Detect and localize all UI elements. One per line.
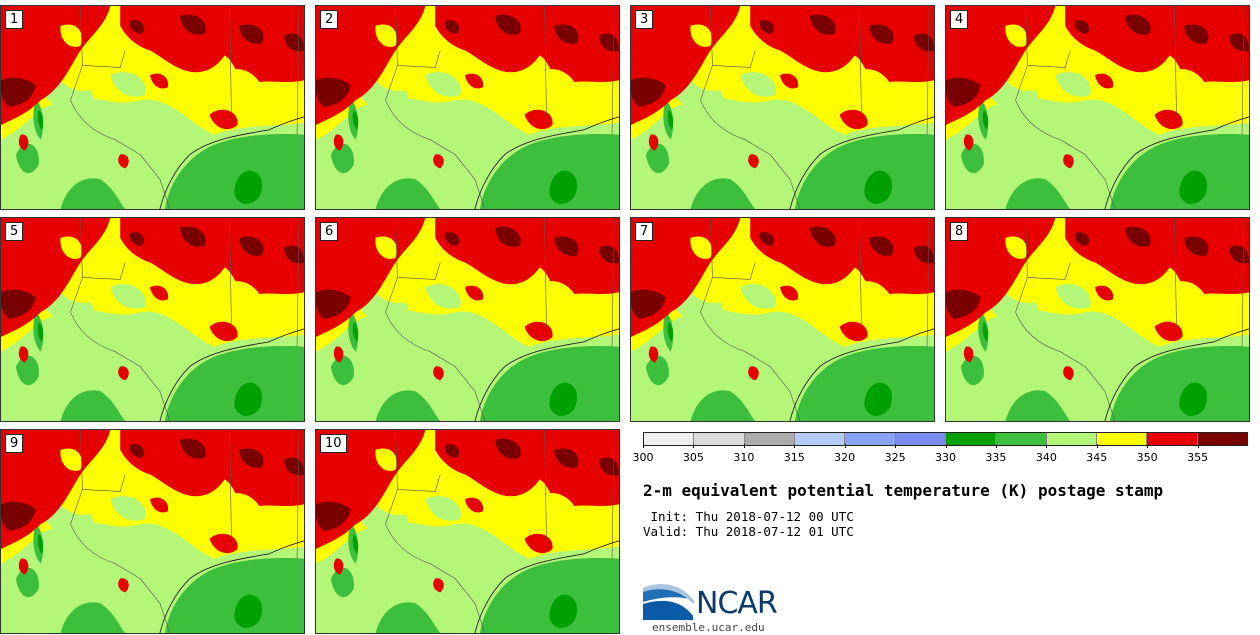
colorbar-tick: 330 — [931, 444, 961, 464]
colorbar-tick-label: 305 — [682, 451, 704, 464]
colorbar-tick-label: 350 — [1136, 451, 1158, 464]
time-info: Init: Thu 2018-07-12 00 UTC Valid: Thu 2… — [643, 509, 854, 539]
colorbar-swatch — [644, 433, 695, 445]
member-stamp-5[interactable]: 5 — [0, 217, 305, 422]
member-label: 9 — [5, 434, 24, 453]
colorbar-swatch — [945, 433, 997, 445]
colorbar-swatch — [1096, 433, 1148, 445]
colorbar-tick: 350 — [1132, 444, 1162, 464]
colorbar-swatch — [996, 433, 1047, 445]
colorbar-swatch — [794, 433, 846, 445]
member-stamp-7[interactable]: 7 — [630, 217, 935, 422]
init-time: Init: Thu 2018-07-12 00 UTC — [643, 509, 854, 524]
stamp-map — [946, 218, 1249, 421]
plot-title: 2-m equivalent potential temperature (K)… — [643, 481, 1164, 500]
colorbar-tick-label: 335 — [985, 451, 1007, 464]
colorbar-tick: 300 — [628, 444, 658, 464]
stamp-map — [946, 6, 1249, 209]
stamp-map — [631, 6, 934, 209]
member-stamp-9[interactable]: 9 — [0, 429, 305, 634]
member-stamp-10[interactable]: 10 — [315, 429, 620, 634]
member-stamp-8[interactable]: 8 — [945, 217, 1250, 422]
colorbar-swatch — [1046, 433, 1097, 445]
member-label: 4 — [950, 10, 969, 29]
colorbar-tick: 325 — [880, 444, 910, 464]
colorbar-tick-label: 355 — [1187, 451, 1209, 464]
member-label: 2 — [320, 10, 339, 29]
stamp-map — [316, 430, 619, 633]
member-stamp-1[interactable]: 1 — [0, 5, 305, 210]
stamp-map — [631, 218, 934, 421]
member-label: 8 — [950, 222, 969, 241]
colorbar-tick: 335 — [981, 444, 1011, 464]
colorbar-ticks: 300 305 310 315 320 325 330 335 340 345 350 355 — [633, 444, 1248, 466]
colorbar-tick-label: 345 — [1086, 451, 1108, 464]
ncar-logo-icon[interactable] — [643, 578, 803, 620]
colorbar-tick-label: 325 — [884, 451, 906, 464]
colorbar-tick: 320 — [830, 444, 860, 464]
colorbar-tick: 310 — [729, 444, 759, 464]
colorbar-tick: 315 — [779, 444, 809, 464]
colorbar-tick-label: 320 — [834, 451, 856, 464]
stamp-map — [1, 6, 304, 209]
member-label: 3 — [635, 10, 654, 29]
colorbar-tick-label: 315 — [783, 451, 805, 464]
colorbar-tick-label: 300 — [632, 451, 654, 464]
colorbar-tick: 340 — [1031, 444, 1061, 464]
colorbar-tick-label: 310 — [733, 451, 755, 464]
colorbar-swatch — [744, 433, 795, 445]
site-url[interactable]: ensemble.ucar.edu — [652, 621, 765, 634]
stamp-map — [1, 430, 304, 633]
member-stamp-3[interactable]: 3 — [630, 5, 935, 210]
stamp-map — [316, 218, 619, 421]
colorbar-swatch — [694, 433, 745, 445]
colorbar-swatch — [895, 433, 946, 445]
member-stamp-2[interactable]: 2 — [315, 5, 620, 210]
colorbar-tick-label: 340 — [1035, 451, 1057, 464]
member-stamp-6[interactable]: 6 — [315, 217, 620, 422]
colorbar-tick: 355 — [1183, 444, 1213, 464]
member-label: 7 — [635, 222, 654, 241]
ncar-logo-text[interactable]: NCAR — [696, 586, 778, 621]
colorbar-swatch — [1147, 433, 1198, 445]
valid-time: Valid: Thu 2018-07-12 01 UTC — [643, 524, 854, 539]
colorbar-tick: 345 — [1082, 444, 1112, 464]
colorbar-tick: 305 — [678, 444, 708, 464]
colorbar-swatch — [1197, 433, 1247, 445]
member-label: 6 — [320, 222, 339, 241]
member-label: 5 — [5, 222, 24, 241]
colorbar-swatch — [845, 433, 896, 445]
member-label: 10 — [320, 434, 347, 453]
colorbar-tick-label: 330 — [935, 451, 956, 464]
member-stamp-4[interactable]: 4 — [945, 5, 1250, 210]
stamp-map — [316, 6, 619, 209]
stamp-map — [1, 218, 304, 421]
member-label: 1 — [5, 10, 24, 29]
